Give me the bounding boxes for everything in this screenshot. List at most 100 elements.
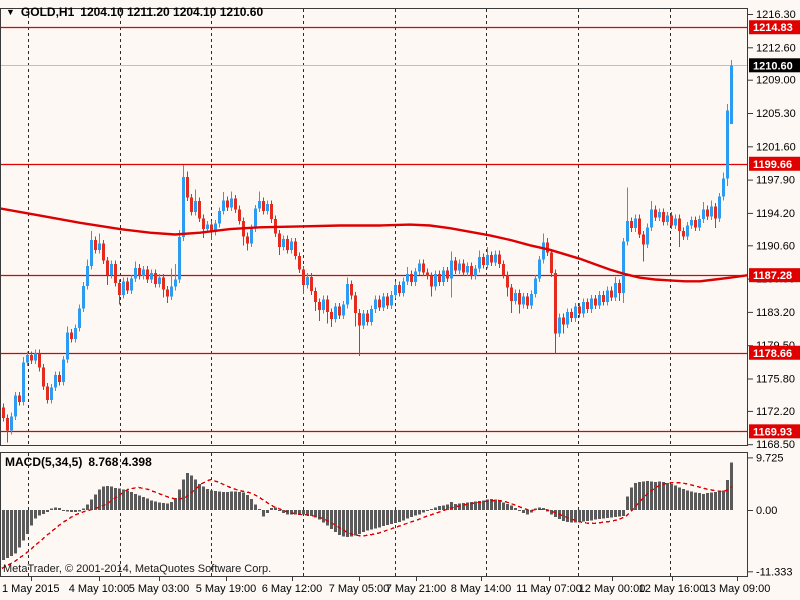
macd-histogram-bar: [78, 510, 81, 512]
macd-axis-label: 9.725: [756, 452, 784, 464]
candle-body: [670, 215, 673, 226]
macd-histogram-bar: [598, 510, 601, 520]
candle-body: [434, 274, 437, 287]
candle-body: [22, 362, 25, 402]
macd-histogram-bar: [550, 510, 553, 515]
price-axis-label: 1194.20: [756, 208, 795, 220]
current-price-tag[interactable]: [749, 58, 800, 73]
level-price-tag-text: 1178.66: [753, 348, 792, 360]
candle-body: [502, 264, 505, 275]
macd-histogram-bar: [574, 510, 577, 523]
macd-histogram-bar: [710, 492, 713, 510]
macd-histogram-bar: [430, 508, 433, 510]
macd-histogram-bar: [102, 486, 105, 510]
candle-body: [82, 285, 85, 309]
candle-body: [374, 299, 377, 310]
candle-body: [442, 270, 445, 283]
macd-histogram-bar: [614, 510, 617, 518]
macd-histogram-bar: [386, 510, 389, 526]
macd-histogram-bar: [118, 488, 121, 510]
candle-body: [666, 215, 669, 222]
macd-histogram-bar: [390, 510, 393, 525]
candle-body: [338, 306, 341, 316]
price-axis-label: 1190.60: [756, 240, 795, 252]
candle-body: [602, 294, 605, 302]
macd-histogram-bar: [62, 510, 65, 511]
macd-axis-label: 0.00: [756, 505, 777, 517]
macd-histogram-bar: [334, 510, 337, 533]
macd-histogram-bar: [258, 508, 261, 510]
macd-histogram-bar: [274, 507, 277, 510]
macd-histogram-bar: [182, 479, 185, 510]
candle-body: [426, 272, 429, 276]
macd-histogram-bar: [454, 504, 457, 510]
candle-body: [70, 332, 73, 339]
moving-average-group: [0, 207, 749, 283]
candle-body: [422, 263, 425, 273]
macd-histogram-bar: [230, 491, 233, 510]
candle-body: [614, 283, 617, 298]
candle-body: [290, 241, 293, 250]
macd-histogram-bar: [42, 510, 45, 514]
macd-values: 8.768 4.398: [88, 455, 152, 469]
candle-body: [378, 299, 381, 308]
macd-histogram-bar: [482, 500, 485, 510]
time-axis-label: 12 May 00:00: [579, 583, 646, 595]
candle-body: [118, 283, 121, 295]
candle-body: [30, 355, 33, 361]
macd-histogram-bar: [214, 491, 217, 510]
macd-histogram-bar: [350, 510, 353, 537]
candle-body: [238, 209, 241, 221]
macd-histogram-bar: [678, 487, 681, 510]
candle-body: [674, 218, 677, 226]
candle-body: [34, 353, 37, 361]
level-price-tag: [749, 268, 800, 283]
macd-histogram-bar: [546, 510, 549, 512]
candle-body: [114, 264, 117, 284]
macd-histogram-bar: [46, 510, 49, 513]
candle-body: [18, 395, 21, 402]
macd-histogram-bar: [694, 492, 697, 510]
macd-histogram-bar: [278, 510, 281, 512]
macd-histogram-bar: [634, 482, 637, 510]
macd-histogram-bar: [538, 507, 541, 510]
macd-histogram-bar: [50, 508, 53, 510]
macd-histogram-bar: [86, 504, 89, 510]
macd-histogram-bar: [618, 510, 621, 517]
time-axis-label: 12 May 16:00: [639, 583, 706, 595]
candle-body: [262, 201, 265, 212]
macd-histogram-bar: [602, 510, 605, 519]
candle-body: [230, 198, 233, 208]
candle-body: [278, 233, 281, 248]
macd-histogram-bar: [110, 486, 113, 510]
candle-body: [74, 328, 77, 339]
candle-body: [590, 298, 593, 310]
candle-body: [530, 293, 533, 306]
macd-histogram-bar: [94, 494, 97, 510]
macd-histogram-bar: [70, 510, 73, 513]
macd-histogram-bar: [714, 492, 717, 510]
candle-body: [366, 313, 369, 322]
macd-histogram-bar: [490, 499, 493, 510]
candle-body: [638, 218, 641, 235]
price-axis-label: 1209.00: [756, 75, 796, 87]
macd-histogram-bar: [74, 510, 77, 513]
macd-histogram-bar: [186, 473, 189, 510]
macd-histogram-bar: [138, 495, 141, 510]
macd-histogram-bar: [498, 500, 501, 510]
candle-body: [478, 257, 481, 269]
candle-body: [546, 242, 549, 253]
candle-body: [518, 293, 521, 305]
level-price-tag-text: 1199.66: [753, 159, 792, 171]
candle-body: [102, 243, 105, 261]
candle-body: [582, 302, 585, 314]
symbol-dropdown-icon[interactable]: ▼: [6, 7, 15, 17]
macd-histogram-bar: [246, 494, 249, 510]
candle-body: [142, 269, 145, 276]
candle-body: [662, 212, 665, 222]
macd-histogram-bar: [30, 510, 33, 526]
price-axis-label: 1175.80: [756, 374, 795, 386]
candle-body: [318, 302, 321, 311]
candle-body: [534, 278, 537, 294]
